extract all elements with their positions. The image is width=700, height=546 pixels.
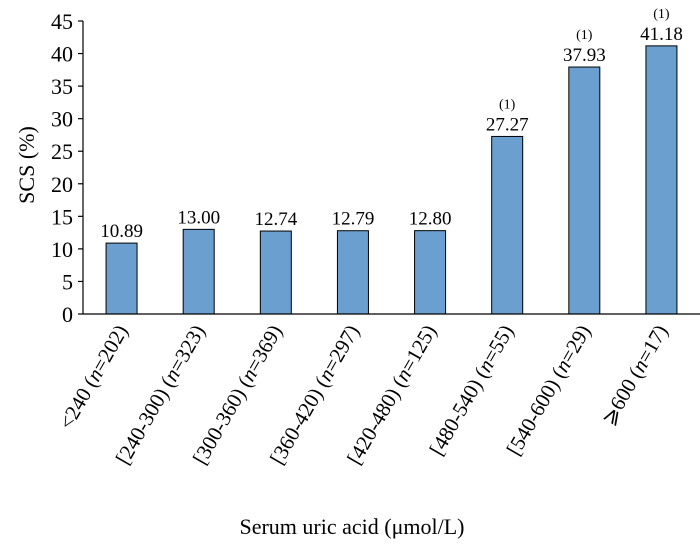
- y-tick-label: 5: [62, 269, 73, 294]
- x-tick-n-value: =323): [164, 321, 210, 377]
- x-tick-label: [540-600) (n=29): [502, 321, 596, 460]
- bar: [414, 230, 447, 315]
- bar-value-label: 12.80: [409, 209, 452, 230]
- bar: [336, 230, 369, 315]
- bars: 10.89 13.00 12.74 12.79 12.80 27.27 (1) 37.93 (1…: [100, 7, 683, 315]
- bar-value-label: 37.93: [563, 45, 606, 66]
- y-tick-label: 10: [51, 237, 73, 262]
- x-tick-n-value: =125): [395, 321, 441, 377]
- bar: [491, 135, 524, 315]
- bar-value-label: 12.74: [254, 209, 297, 230]
- y-axis: 0 5 10 15 20 25 30 35 40 45: [51, 9, 84, 327]
- y-tick-label: 20: [51, 172, 73, 197]
- x-tick-n-value: =202): [87, 321, 133, 377]
- bar: [259, 230, 292, 315]
- bar: [645, 45, 678, 315]
- bar-annotation: (1): [653, 7, 670, 22]
- x-tick-n-value: =369): [241, 321, 287, 377]
- x-tick-range: [240-300) (: [111, 373, 180, 468]
- y-tick-label: 30: [51, 107, 73, 132]
- bar-value-label: 27.27: [486, 114, 529, 135]
- bar: [105, 242, 138, 315]
- bar: [182, 228, 215, 315]
- x-axis: <240 (n=202)[240-300) (n=323)[300-360) (…: [54, 313, 700, 469]
- x-tick-label: [480-540) (n=55): [424, 321, 518, 460]
- x-axis-label: Serum uric acid (μmol/L): [239, 514, 464, 539]
- x-tick-range: [480-540) (: [424, 364, 493, 459]
- x-tick-range: <240 (: [54, 373, 103, 433]
- bar-annotation: (1): [576, 28, 593, 43]
- bar-value-label: 41.18: [640, 24, 683, 45]
- bar-value-label: 12.79: [332, 209, 375, 230]
- x-tick-label: ⩾600 (n=17): [596, 321, 673, 430]
- x-tick-range: ⩾600 (: [596, 364, 647, 429]
- y-tick-label: 35: [51, 74, 73, 99]
- bar-annotation: (1): [499, 97, 516, 112]
- x-tick-label: <240 (n=202): [54, 321, 133, 434]
- bar: [568, 66, 601, 315]
- x-tick-range: [540-600) (: [502, 364, 571, 459]
- y-axis-label: SCS (%): [14, 126, 39, 204]
- y-tick-label: 25: [51, 139, 73, 164]
- x-tick-range: [360-420) (: [265, 373, 334, 468]
- bar-value-label: 13.00: [177, 207, 220, 228]
- y-tick-label: 15: [51, 204, 73, 229]
- y-tick-label: 40: [51, 42, 73, 67]
- y-tick-label: 45: [51, 9, 73, 34]
- x-tick-n-value: =297): [318, 321, 364, 377]
- x-tick-range: [300-360) (: [188, 373, 257, 468]
- bar-value-label: 10.89: [100, 221, 143, 242]
- y-tick-label: 0: [62, 302, 73, 327]
- x-tick-range: [420-480) (: [342, 373, 411, 468]
